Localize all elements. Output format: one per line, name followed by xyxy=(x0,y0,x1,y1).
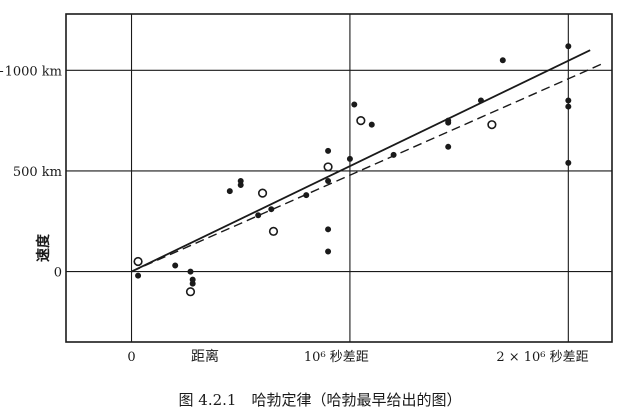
y-tick-label-1: 500 km xyxy=(13,165,62,180)
open-point-6 xyxy=(487,120,497,130)
filled-point-16 xyxy=(351,101,358,108)
filled-point-20 xyxy=(445,143,452,150)
plot-frame xyxy=(65,13,613,343)
filled-point-26 xyxy=(390,151,397,158)
solid-fit-line xyxy=(131,49,591,273)
x-axis-label: 距离 xyxy=(191,348,219,365)
open-point-5 xyxy=(356,116,366,126)
fit-lines xyxy=(131,49,602,273)
filled-point-10 xyxy=(303,192,310,199)
y-tick-label-0: 0 xyxy=(54,266,62,281)
y-axis-label: 速度 xyxy=(35,233,52,262)
filled-point-23 xyxy=(565,97,572,104)
data-points xyxy=(133,43,572,297)
x-tick-labels: 0 10⁶ 秒差距 2 × 10⁶ 秒差距 xyxy=(127,350,588,365)
filled-point-21 xyxy=(499,57,506,64)
filled-point-22 xyxy=(565,43,572,50)
filled-point-2 xyxy=(187,268,194,275)
open-point-2 xyxy=(257,188,268,198)
dashed-fit-line xyxy=(131,63,602,273)
y-tick-labels: 0 500 km +1000 km xyxy=(0,64,62,280)
filled-point-0 xyxy=(135,272,142,279)
filled-point-11 xyxy=(325,147,332,154)
open-point-0 xyxy=(133,256,143,267)
y-tick-label-2: +1000 km xyxy=(0,64,62,79)
filled-point-13 xyxy=(325,226,332,233)
open-point-3 xyxy=(268,226,279,236)
x-tick-label-2: 2 × 10⁶ 秒差距 xyxy=(496,350,588,365)
open-point-4 xyxy=(323,162,333,172)
filled-point-24 xyxy=(565,103,572,110)
filled-point-25 xyxy=(565,159,572,166)
filled-point-7 xyxy=(237,178,244,185)
filled-point-19 xyxy=(445,119,452,126)
filled-point-14 xyxy=(325,248,332,255)
filled-point-9 xyxy=(268,206,275,213)
filled-point-1 xyxy=(172,262,179,269)
filled-point-17 xyxy=(368,121,375,128)
filled-point-5 xyxy=(226,188,233,195)
x-tick-label-1: 10⁶ 秒差距 xyxy=(304,350,369,365)
filled-point-12 xyxy=(325,178,332,185)
filled-point-27 xyxy=(477,97,484,104)
filled-point-15 xyxy=(346,155,353,162)
x-tick-label-0: 0 xyxy=(127,350,135,365)
filled-point-8 xyxy=(255,212,262,219)
filled-point-4 xyxy=(189,280,196,287)
figure-caption: 图 4.2.1 哈勃定律（哈勃最早给出的图） xyxy=(179,391,462,409)
open-point-1 xyxy=(185,287,196,297)
